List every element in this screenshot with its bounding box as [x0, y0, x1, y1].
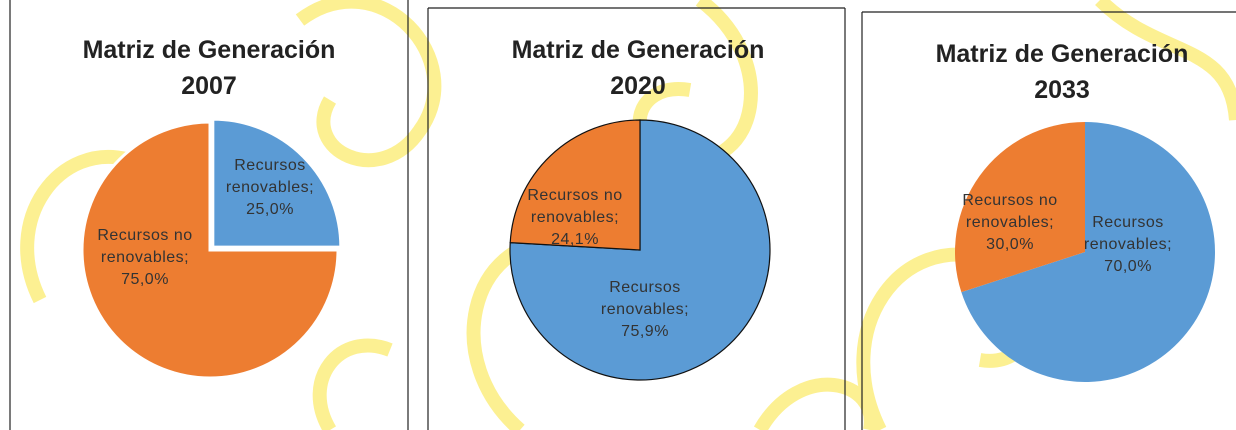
slice-label: Recursos renovables; 70,0% — [1063, 212, 1193, 278]
slice-label: Recursos renovables; 25,0% — [205, 155, 335, 221]
slice-label: Recursos no renovables; 30,0% — [945, 190, 1075, 256]
chart-title: Matriz de Generación 2020 — [488, 32, 788, 104]
chart-title: Matriz de Generación 2033 — [912, 36, 1212, 108]
page: Matriz de Generación 2007 Recursos renova… — [0, 0, 1236, 430]
slice-label: Recursos no renovables; 75,0% — [80, 225, 210, 291]
slice-label: Recursos renovables; 75,9% — [580, 277, 710, 343]
slice-label: Recursos no renovables; 24,1% — [510, 185, 640, 251]
chart-title: Matriz de Generación 2007 — [59, 32, 359, 104]
